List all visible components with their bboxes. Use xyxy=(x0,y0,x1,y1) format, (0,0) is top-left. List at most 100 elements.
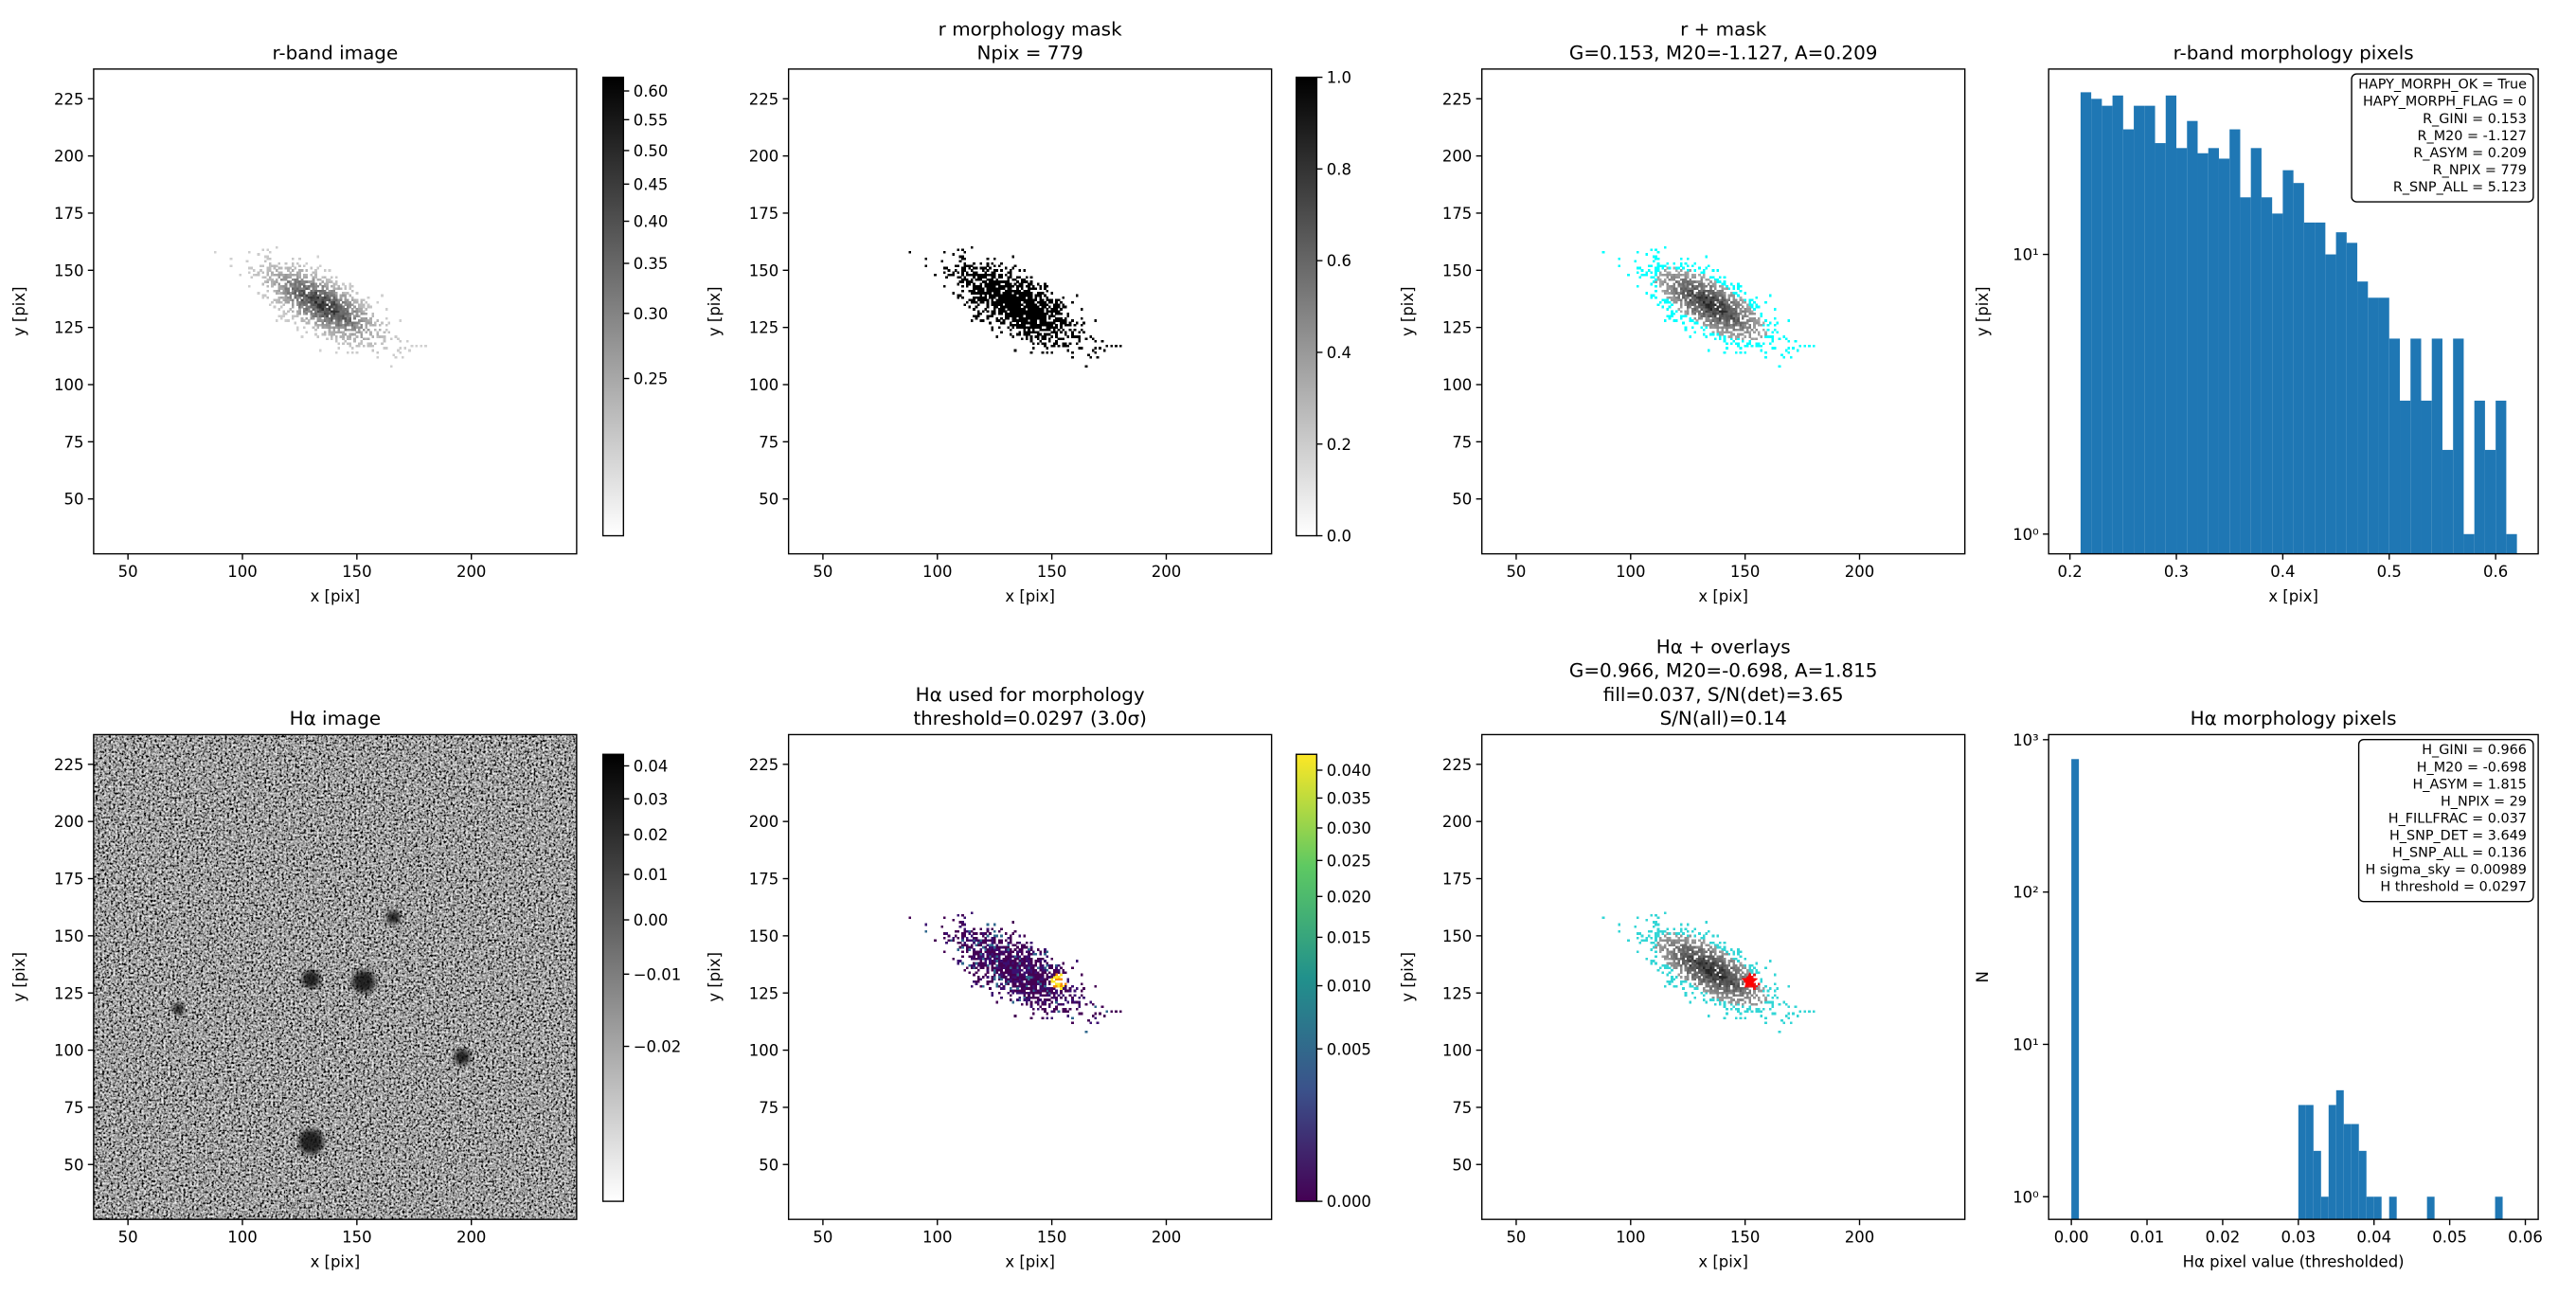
pixel xyxy=(1687,258,1690,261)
pixel xyxy=(1020,326,1024,330)
pixel xyxy=(986,923,990,926)
pixel xyxy=(1787,339,1791,343)
pixel xyxy=(1705,982,1708,986)
pixel xyxy=(1716,966,1720,970)
pixel xyxy=(349,335,352,338)
pixel xyxy=(942,266,946,270)
pixel xyxy=(1726,287,1728,291)
pixel xyxy=(997,978,1001,981)
pixel xyxy=(300,278,304,281)
pixel xyxy=(993,950,996,954)
pixel xyxy=(1062,987,1065,990)
pixel xyxy=(1729,282,1733,286)
pixel xyxy=(321,297,325,299)
pixel xyxy=(979,266,983,270)
pixel xyxy=(1689,948,1692,951)
pixel xyxy=(1742,971,1744,974)
pixel xyxy=(995,316,999,320)
pixel xyxy=(1702,294,1706,297)
pixel xyxy=(1011,955,1014,959)
pixel xyxy=(1032,303,1035,306)
pixel xyxy=(1677,266,1681,270)
pixel xyxy=(1060,326,1063,330)
pixel xyxy=(349,284,352,288)
pixel xyxy=(1016,989,1019,993)
pixel xyxy=(1007,945,1011,949)
pixel xyxy=(1679,278,1683,281)
pixel xyxy=(346,292,349,295)
pixel xyxy=(266,284,270,288)
pixel xyxy=(1707,278,1710,281)
pixel xyxy=(1028,284,1030,288)
pixel xyxy=(1671,292,1673,295)
pixel xyxy=(1661,971,1665,974)
pixel xyxy=(1671,312,1673,315)
pixel xyxy=(981,962,985,965)
pixel xyxy=(1046,351,1049,354)
pixel xyxy=(331,292,333,295)
hist-bar xyxy=(2293,183,2304,554)
pixel xyxy=(979,966,983,970)
pixel xyxy=(350,303,354,306)
pixel xyxy=(1707,316,1710,320)
pixel xyxy=(371,344,375,348)
pixel xyxy=(965,950,969,954)
pixel xyxy=(1732,303,1736,306)
pixel xyxy=(1020,960,1024,962)
pixel xyxy=(1034,952,1038,956)
pixel xyxy=(1052,342,1056,346)
pixel xyxy=(1002,292,1006,295)
pixel xyxy=(1689,303,1692,306)
pixel xyxy=(1687,948,1690,951)
pixel xyxy=(1762,994,1765,998)
pixel xyxy=(1005,297,1008,299)
pixel xyxy=(332,298,336,302)
pixel xyxy=(1013,300,1017,304)
pixel xyxy=(1742,339,1744,343)
pixel xyxy=(1007,944,1011,946)
pixel xyxy=(961,284,964,288)
pixel xyxy=(401,355,404,359)
pixel xyxy=(977,952,980,956)
pixel xyxy=(1690,964,1694,967)
pixel xyxy=(1080,308,1083,311)
pixel xyxy=(1650,264,1654,267)
pixel xyxy=(1737,324,1740,327)
pixel xyxy=(1002,308,1006,311)
pixel xyxy=(1702,273,1706,277)
pixel xyxy=(1052,980,1056,983)
pixel xyxy=(1726,991,1728,995)
pixel xyxy=(1041,319,1045,322)
colorbar-tick-label: 0.30 xyxy=(634,305,669,323)
pixel xyxy=(291,261,295,265)
pixel xyxy=(1032,319,1035,322)
pixel xyxy=(1732,989,1736,993)
pixel xyxy=(1028,305,1030,309)
pixel xyxy=(1000,941,1003,944)
pixel xyxy=(362,298,366,302)
pixel xyxy=(1650,248,1654,252)
pixel xyxy=(298,287,301,291)
pixel xyxy=(1732,308,1736,311)
pixel xyxy=(294,297,297,299)
pixel xyxy=(1716,292,1720,295)
pixel xyxy=(1718,298,1722,302)
pixel xyxy=(213,250,217,254)
pixel xyxy=(1005,964,1008,967)
y-tick-label: 225 xyxy=(749,90,778,108)
pixel xyxy=(1009,980,1012,983)
pixel xyxy=(1744,973,1747,977)
colorbar-tick-label: 0.4 xyxy=(1327,344,1351,362)
pixel xyxy=(1709,333,1712,336)
pixel xyxy=(1011,1000,1014,1004)
pixel xyxy=(1745,319,1749,322)
pixel xyxy=(1698,948,1701,951)
pixel xyxy=(1016,319,1019,322)
pixel xyxy=(981,945,985,949)
pixel xyxy=(1029,1016,1033,1020)
pixel xyxy=(1690,280,1694,283)
pixel xyxy=(979,952,983,956)
pixel xyxy=(995,960,999,962)
pixel xyxy=(1684,948,1688,951)
pixel xyxy=(1655,950,1657,954)
